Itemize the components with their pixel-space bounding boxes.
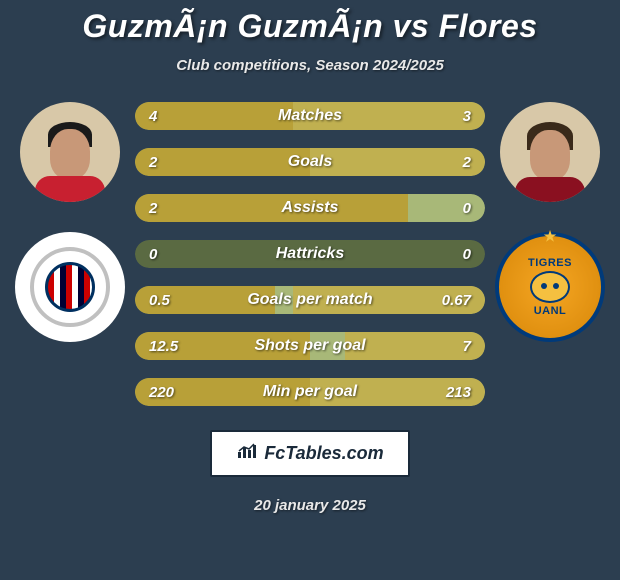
stat-value-left: 12.5 [149, 338, 199, 355]
stat-value-left: 0 [149, 246, 199, 263]
main-content: 4Matches32Goals22Assists00Hattricks00.5G… [0, 102, 620, 406]
right-side: ★ TIGRES UANL [495, 102, 605, 342]
stat-value-left: 0.5 [149, 292, 199, 309]
stat-label: Min per goal [199, 383, 421, 401]
club-right-text-top: TIGRES [528, 257, 572, 269]
club-right-badge: ★ TIGRES UANL [495, 232, 605, 342]
stats-bars: 4Matches32Goals22Assists00Hattricks00.5G… [135, 102, 485, 406]
stat-value-left: 220 [149, 384, 199, 401]
player-left-avatar [20, 102, 120, 202]
stat-value-right: 7 [421, 338, 471, 355]
club-left-badge [15, 232, 125, 342]
stat-row: 12.5Shots per goal7 [135, 332, 485, 360]
brand-badge: FcTables.com [210, 430, 409, 477]
root: GuzmÃ¡n GuzmÃ¡n vs Flores Club competiti… [0, 0, 620, 580]
stat-label: Matches [199, 107, 421, 125]
chart-icon [236, 442, 258, 465]
stat-label: Goals per match [199, 291, 421, 309]
brand-text: FcTables.com [264, 443, 383, 464]
club-right-text-bottom: UANL [534, 305, 567, 317]
stat-row: 4Matches3 [135, 102, 485, 130]
stat-row: 0Hattricks0 [135, 240, 485, 268]
page-title: GuzmÃ¡n GuzmÃ¡n vs Flores [82, 8, 537, 45]
stat-value-right: 2 [421, 154, 471, 171]
stat-value-right: 213 [421, 384, 471, 401]
stat-value-right: 3 [421, 108, 471, 125]
stat-row: 2Goals2 [135, 148, 485, 176]
subtitle: Club competitions, Season 2024/2025 [176, 57, 444, 74]
star-icon: ★ [544, 228, 557, 245]
stat-row: 220Min per goal213 [135, 378, 485, 406]
stat-label: Assists [199, 199, 421, 217]
stat-label: Hattricks [199, 245, 421, 263]
stat-value-right: 0 [421, 246, 471, 263]
stat-label: Shots per goal [199, 337, 421, 355]
stat-value-right: 0 [421, 200, 471, 217]
date-text: 20 january 2025 [254, 497, 366, 514]
stat-label: Goals [199, 153, 421, 171]
stat-row: 2Assists0 [135, 194, 485, 222]
stat-value-left: 4 [149, 108, 199, 125]
left-side [15, 102, 125, 342]
stat-value-right: 0.67 [421, 292, 471, 309]
stat-value-left: 2 [149, 200, 199, 217]
player-right-avatar [500, 102, 600, 202]
stat-row: 0.5Goals per match0.67 [135, 286, 485, 314]
stat-value-left: 2 [149, 154, 199, 171]
